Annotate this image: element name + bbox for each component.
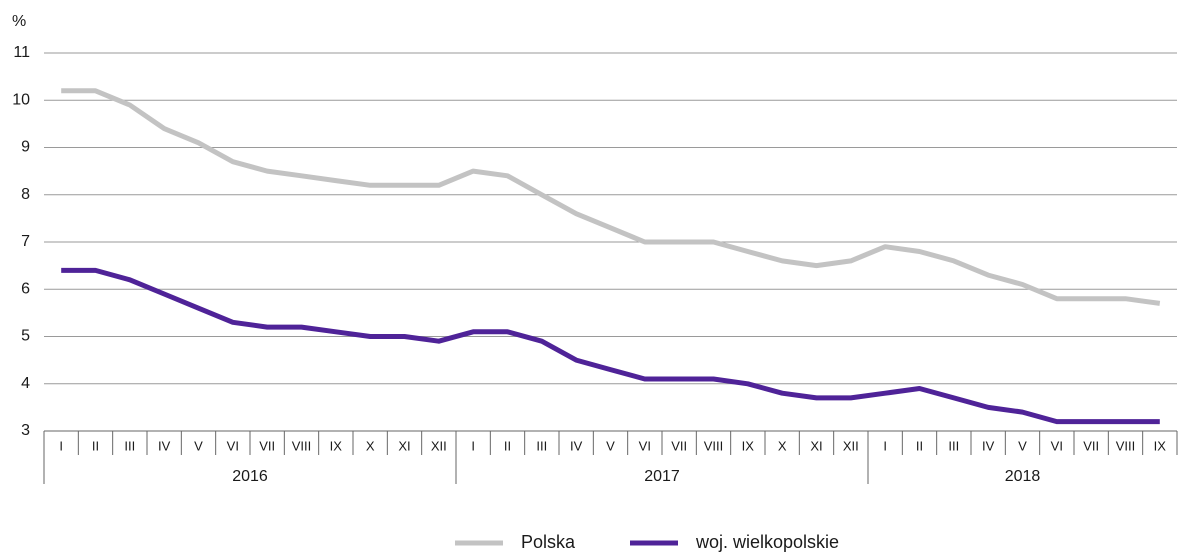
line	[61, 267, 1160, 425]
y-axis-label: %	[12, 13, 26, 30]
x-tick-label: III	[948, 438, 959, 453]
x-tick-label: VI	[1051, 438, 1063, 453]
y-tick-label: 3	[21, 422, 30, 439]
x-tick-label: III	[124, 438, 135, 453]
x-tick-label: V	[606, 438, 615, 453]
legend-label: woj. wielkopolskie	[695, 532, 839, 552]
x-tick-label: VIII	[292, 438, 312, 453]
x-tick-label: X	[778, 438, 787, 453]
y-tick-label: 5	[21, 328, 30, 345]
legend-label: Polska	[521, 532, 576, 552]
x-tick-label: IV	[158, 438, 171, 453]
group-label: 2016	[232, 468, 268, 485]
x-tick-label: IX	[330, 438, 343, 453]
x-tick-label: III	[536, 438, 547, 453]
x-tick-label: VI	[639, 438, 651, 453]
y-tick-label: 6	[21, 280, 30, 297]
x-tick-label: VII	[671, 438, 687, 453]
x-tick-label: I	[883, 438, 887, 453]
y-tick-label: 8	[21, 186, 30, 203]
x-tick-label: XI	[398, 438, 410, 453]
x-tick-label: IX	[742, 438, 755, 453]
x-tick-label: XI	[810, 438, 822, 453]
x-tick-label: VII	[259, 438, 275, 453]
x-tick-label: VII	[1083, 438, 1099, 453]
x-tick-label: VI	[227, 438, 239, 453]
group-label: 2017	[644, 468, 680, 485]
x-tick-label: I	[59, 438, 63, 453]
x-tick-label: V	[194, 438, 203, 453]
x-tick-label: II	[916, 438, 923, 453]
x-tick-label: IV	[570, 438, 583, 453]
y-tick-label: 4	[21, 375, 30, 392]
x-tick-label: X	[366, 438, 375, 453]
x-tick-label: I	[471, 438, 475, 453]
group-label: 2018	[1005, 468, 1041, 485]
x-tick-label: XII	[843, 438, 859, 453]
line	[61, 88, 1161, 306]
x-tick-label: XII	[431, 438, 447, 453]
x-tick-label: II	[92, 438, 99, 453]
x-tick-label: II	[504, 438, 511, 453]
y-tick-label: 9	[21, 139, 30, 156]
x-tick-label: IV	[982, 438, 995, 453]
x-tick-label: VIII	[1116, 438, 1136, 453]
y-tick-label: 11	[13, 44, 30, 61]
x-tick-label: V	[1018, 438, 1027, 453]
x-tick-label: VIII	[704, 438, 724, 453]
y-tick-label: 7	[21, 233, 30, 250]
y-tick-label: 10	[12, 91, 30, 108]
x-tick-label: IX	[1154, 438, 1167, 453]
